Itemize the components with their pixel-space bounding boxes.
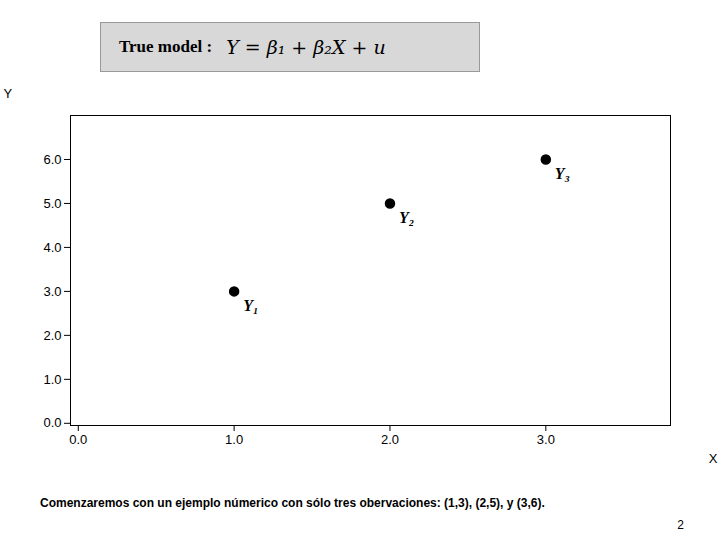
svg-text:3.0: 3.0: [43, 284, 61, 299]
svg-text:5.0: 5.0: [43, 196, 61, 211]
svg-text:0.0: 0.0: [43, 415, 61, 430]
html-text:Comenzaremos con un ejemplo nú: Comenzaremos con un ejemplo númerico con…: [40, 496, 545, 510]
svg-text:Y₁: Y₁: [243, 297, 258, 314]
svg-text:3.0: 3.0: [537, 432, 555, 447]
svg-text:X: X: [709, 451, 718, 466]
html-text:Y = β₁ + β₂X + u: Y = β₁ + β₂X + u: [226, 36, 386, 58]
html-text:2: 2: [677, 518, 684, 532]
svg-text:6.0: 6.0: [43, 152, 61, 167]
svg-text:Y₂: Y₂: [399, 209, 414, 226]
html-text:True model :: True model :: [119, 37, 213, 56]
svg-text:Y₃: Y₃: [555, 165, 570, 182]
svg-text:0.0: 0.0: [69, 432, 87, 447]
svg-text:2.0: 2.0: [43, 328, 61, 343]
svg-text:Y: Y: [4, 86, 13, 101]
svg-text:1.0: 1.0: [225, 432, 243, 447]
svg-text:1.0: 1.0: [43, 371, 61, 386]
svg-text:4.0: 4.0: [43, 240, 61, 255]
svg-text:2.0: 2.0: [381, 432, 399, 447]
